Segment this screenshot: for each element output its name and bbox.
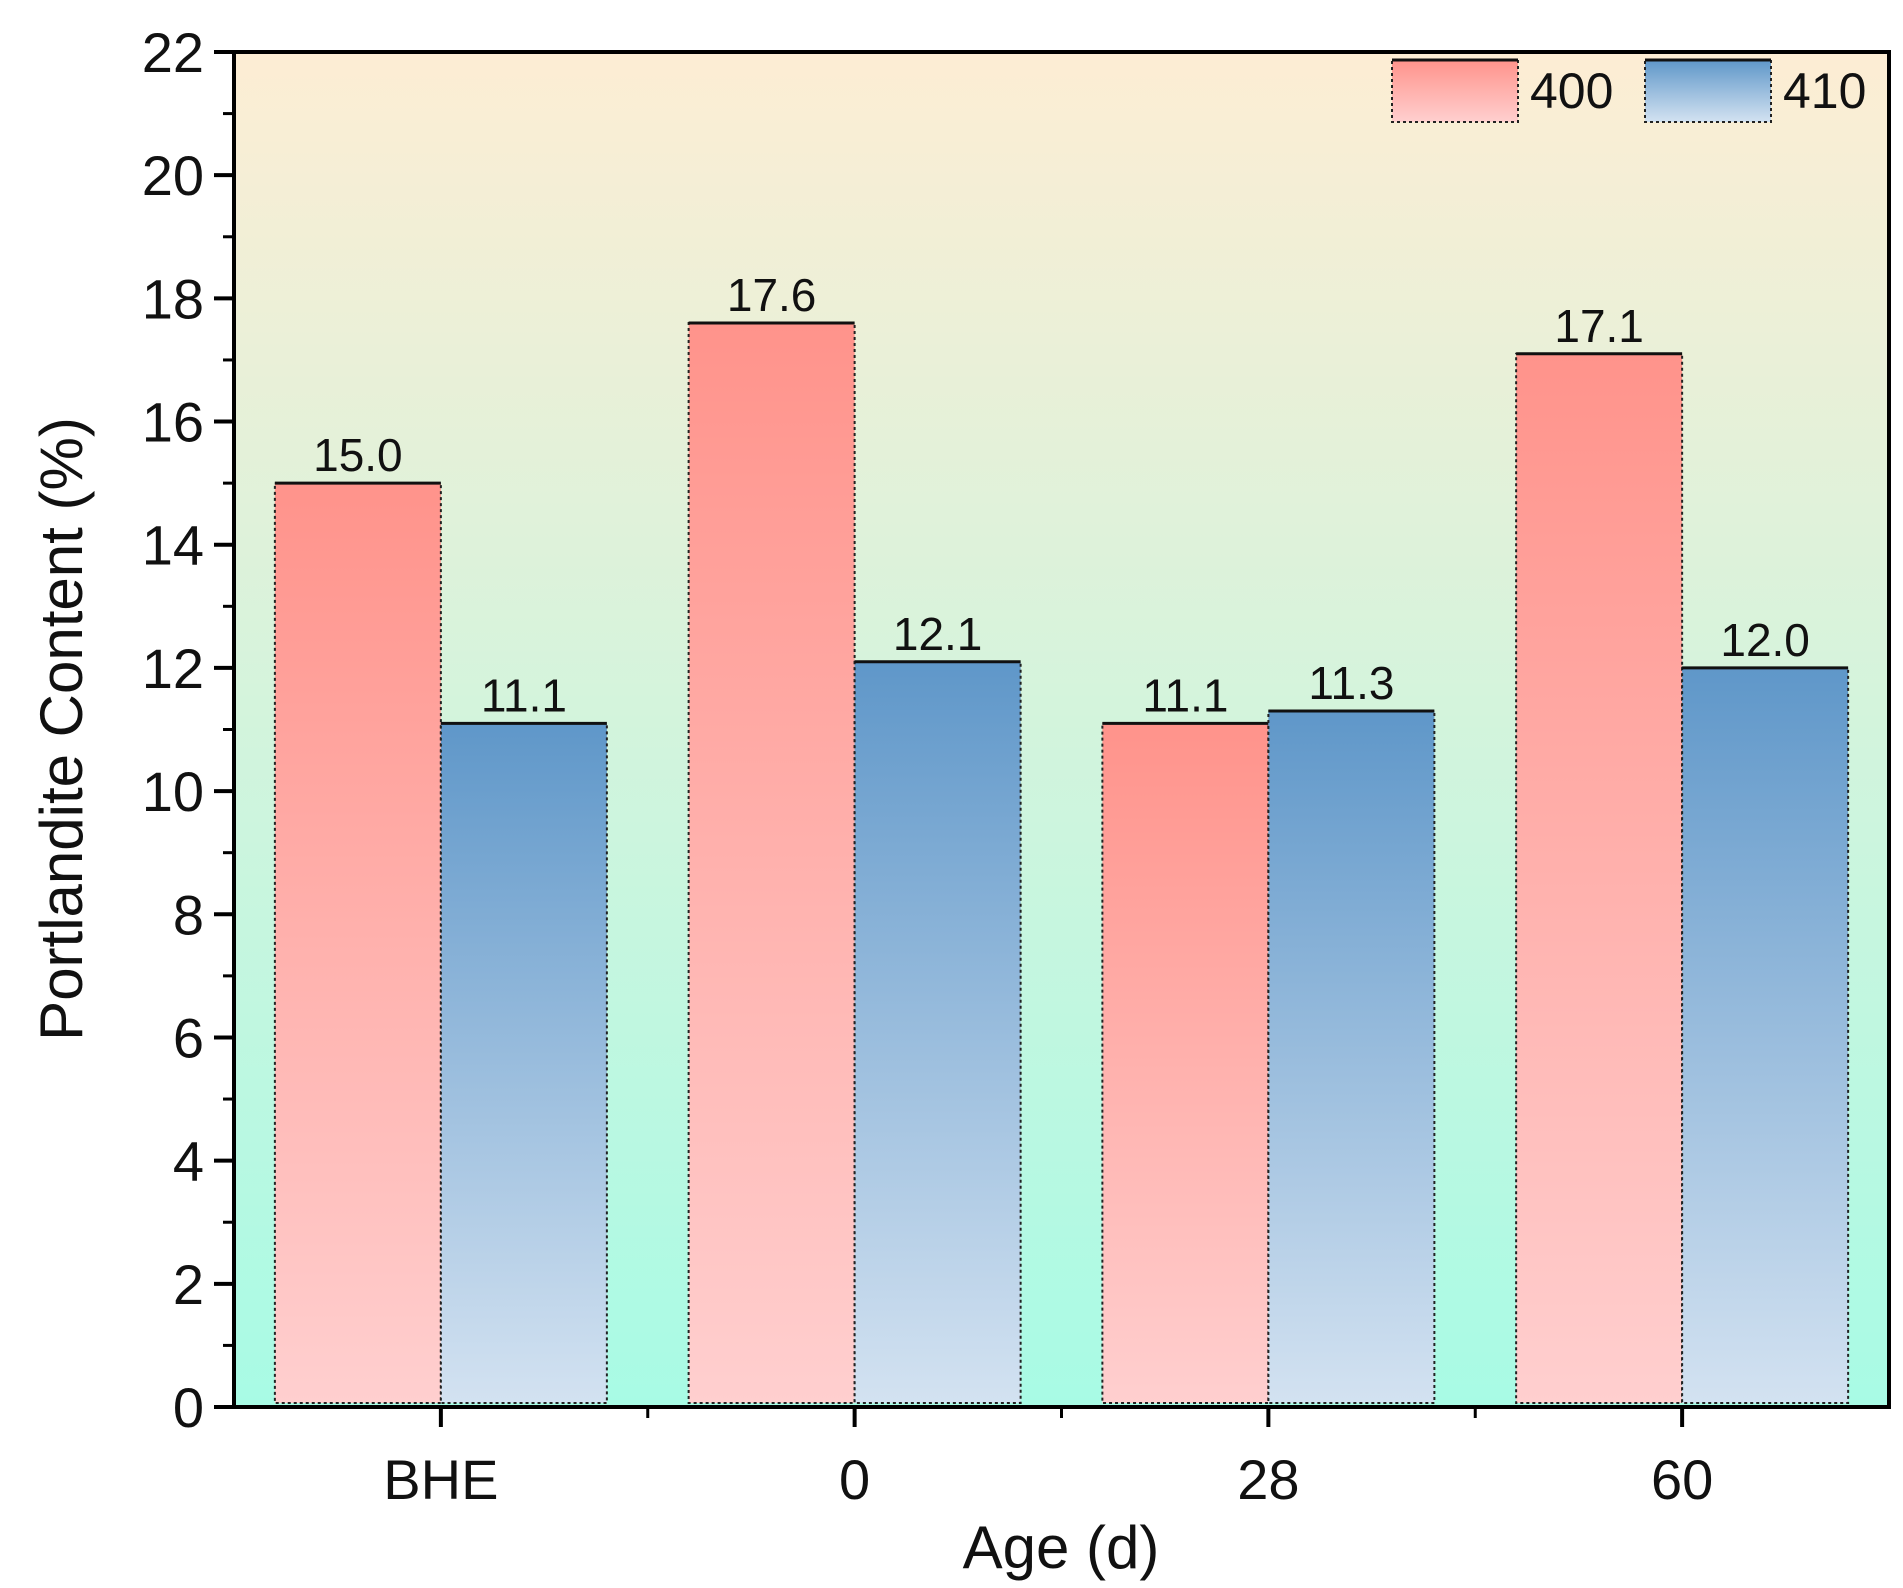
x-axis-title: Age (d) [963,1514,1160,1581]
bar-410-0 [853,660,1022,1404]
x-tick-label: BHE [383,1448,498,1511]
y-tick-label: 14 [142,514,204,577]
data-label-400-BHE: 15.0 [313,429,403,481]
y-axis-title: Portlandite Content (%) [28,417,95,1041]
y-tick-label: 22 [142,21,204,84]
y-tick-label: 6 [173,1006,204,1069]
x-tick-label: 60 [1651,1448,1713,1511]
bar-400-BHE [273,482,442,1404]
bar-400-60 [1515,352,1684,1405]
y-tick-label: 0 [173,1376,204,1439]
data-label-410-28: 11.3 [1308,657,1394,709]
data-label-410-BHE: 11.1 [481,669,567,721]
y-tick-label: 2 [173,1253,204,1316]
legend-swatch-400 [1391,59,1519,123]
legend-label-400: 400 [1530,63,1613,119]
y-tick-label: 10 [142,760,204,823]
legend: 400 410 [1391,58,1866,123]
bar-labels-layer: 15.0 11.1 17.6 12.1 11.1 11.3 17.1 12.0 [313,269,1810,721]
data-label-400-28: 11.1 [1142,669,1228,721]
y-tick-label: 20 [142,144,204,207]
bar-410-60 [1681,666,1850,1404]
y-tick-label: 12 [142,637,204,700]
y-tick-label: 8 [173,883,204,946]
x-tick-label: 28 [1237,1448,1299,1511]
data-label-400-60: 17.1 [1554,300,1644,352]
bar-410-BHE [439,722,608,1404]
data-label-410-0: 12.1 [893,608,983,660]
bar-400-0 [687,322,856,1404]
legend-swatch-410 [1644,59,1772,123]
y-axis: 0 2 4 6 8 10 12 14 16 18 20 22 [142,21,234,1439]
y-tick-label: 4 [173,1130,204,1193]
y-tick-label: 16 [142,391,204,454]
x-tick-label: 0 [839,1448,870,1511]
x-axis: BHE 0 28 60 [383,1407,1713,1511]
bar-410-28 [1267,710,1436,1404]
data-label-410-60: 12.0 [1720,614,1810,666]
legend-label-410: 410 [1783,63,1866,119]
data-label-400-0: 17.6 [727,269,817,321]
y-tick-label: 18 [142,267,204,330]
bar-400-28 [1101,722,1270,1404]
bars-layer [273,321,1850,1405]
